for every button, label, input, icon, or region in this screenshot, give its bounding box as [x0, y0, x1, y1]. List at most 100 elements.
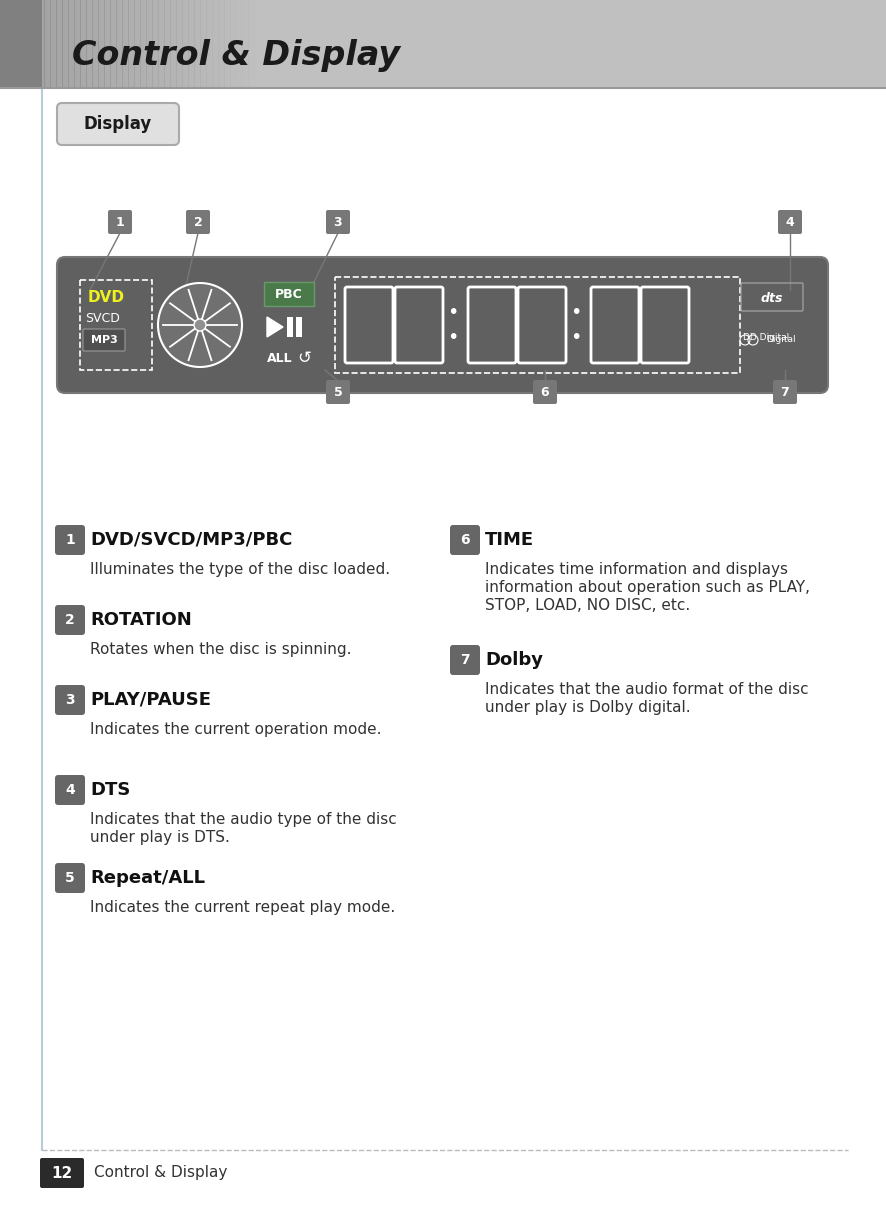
Text: TIME: TIME: [485, 530, 534, 549]
FancyBboxPatch shape: [55, 685, 85, 714]
Bar: [119, 0, 120, 88]
Bar: [165, 0, 166, 88]
Bar: [255, 0, 257, 88]
FancyBboxPatch shape: [55, 775, 85, 805]
Bar: [210, 0, 212, 88]
FancyBboxPatch shape: [450, 645, 480, 675]
Bar: [187, 0, 189, 88]
Bar: [70, 0, 71, 88]
Bar: [121, 0, 122, 88]
Bar: [131, 0, 132, 88]
Bar: [82, 0, 83, 88]
Text: ALL: ALL: [267, 351, 292, 365]
Bar: [167, 0, 168, 88]
Bar: [125, 0, 127, 88]
Bar: [91, 0, 93, 88]
Bar: [219, 0, 220, 88]
Bar: [57, 0, 58, 88]
Bar: [42, 0, 43, 88]
Text: 1: 1: [66, 533, 75, 547]
Text: ↺: ↺: [297, 349, 311, 367]
FancyBboxPatch shape: [40, 1158, 84, 1188]
Bar: [99, 0, 101, 88]
Bar: [155, 0, 156, 88]
Bar: [109, 0, 111, 88]
Bar: [220, 0, 222, 88]
Bar: [194, 0, 196, 88]
Bar: [276, 0, 277, 88]
Bar: [101, 0, 102, 88]
Bar: [60, 0, 61, 88]
FancyBboxPatch shape: [55, 526, 85, 555]
Text: Indicates that the audio type of the disc: Indicates that the audio type of the dis…: [90, 813, 397, 827]
Bar: [45, 0, 47, 88]
Bar: [85, 0, 87, 88]
Bar: [287, 317, 293, 337]
Bar: [0, 0, 886, 88]
Text: Rotates when the disc is spinning.: Rotates when the disc is spinning.: [90, 642, 352, 658]
Bar: [169, 0, 171, 88]
Bar: [168, 0, 169, 88]
Text: 7: 7: [460, 653, 470, 667]
Bar: [296, 317, 302, 337]
Bar: [253, 0, 254, 88]
Bar: [166, 0, 167, 88]
Bar: [244, 0, 245, 88]
Text: Indicates that the audio format of the disc: Indicates that the audio format of the d…: [485, 682, 809, 698]
Bar: [136, 0, 137, 88]
FancyBboxPatch shape: [264, 282, 314, 306]
Text: DD Digital: DD Digital: [743, 333, 789, 343]
Bar: [229, 0, 230, 88]
Bar: [268, 0, 270, 88]
Bar: [75, 0, 77, 88]
Bar: [175, 0, 176, 88]
Bar: [122, 0, 124, 88]
Text: PBC: PBC: [276, 287, 303, 300]
Circle shape: [158, 283, 242, 367]
Bar: [270, 0, 271, 88]
Bar: [222, 0, 223, 88]
Bar: [159, 0, 161, 88]
Bar: [68, 0, 70, 88]
Bar: [139, 0, 141, 88]
Bar: [237, 0, 239, 88]
Bar: [105, 0, 106, 88]
Bar: [51, 0, 53, 88]
FancyBboxPatch shape: [55, 863, 85, 893]
Bar: [274, 0, 275, 88]
Bar: [153, 0, 155, 88]
Bar: [162, 0, 164, 88]
Bar: [202, 0, 203, 88]
Bar: [108, 0, 110, 88]
Bar: [133, 0, 135, 88]
Bar: [0, 0, 42, 88]
Bar: [65, 0, 66, 88]
Text: Indicates time information and displays: Indicates time information and displays: [485, 562, 788, 576]
Bar: [62, 0, 64, 88]
Bar: [263, 0, 264, 88]
Bar: [43, 0, 44, 88]
Bar: [103, 0, 105, 88]
Bar: [174, 0, 175, 88]
Bar: [55, 0, 57, 88]
Bar: [179, 0, 180, 88]
Bar: [264, 0, 266, 88]
Bar: [252, 0, 253, 88]
Text: 6: 6: [460, 533, 470, 547]
FancyBboxPatch shape: [57, 103, 179, 145]
Bar: [183, 0, 184, 88]
Bar: [247, 0, 249, 88]
Bar: [209, 0, 210, 88]
Bar: [185, 0, 186, 88]
FancyBboxPatch shape: [778, 210, 802, 234]
Bar: [226, 0, 227, 88]
Bar: [206, 0, 208, 88]
Bar: [234, 0, 236, 88]
Text: •: •: [447, 303, 459, 322]
Bar: [152, 0, 154, 88]
Bar: [146, 0, 148, 88]
Bar: [267, 0, 268, 88]
Text: 12: 12: [51, 1165, 73, 1181]
Text: 4: 4: [786, 216, 795, 229]
Bar: [89, 0, 90, 88]
